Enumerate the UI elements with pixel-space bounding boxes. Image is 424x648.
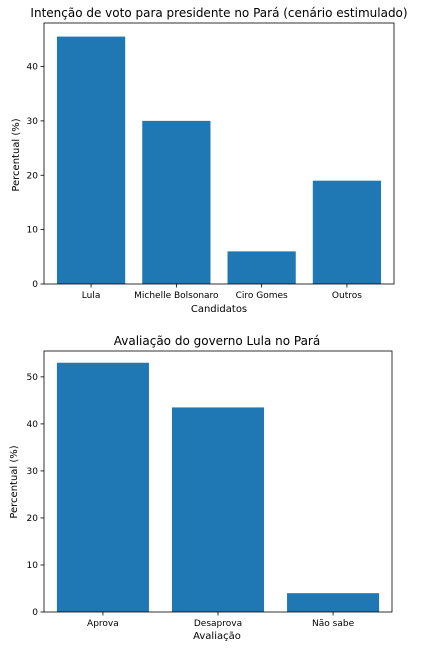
y-tick-label: 40 — [27, 63, 39, 73]
bars-group — [56, 362, 380, 612]
x-tick-label: Lula — [82, 291, 101, 301]
y-tick-label: 40 — [27, 420, 39, 430]
x-axis-label: Avaliação — [193, 631, 241, 642]
y-axis-label: Percentual (%) — [9, 445, 20, 518]
x-axis-label: Candidatos — [191, 304, 247, 315]
bar-desaprova — [171, 407, 265, 612]
chart-title: Avaliação do governo Lula no Pará — [114, 334, 320, 348]
axes-group: Aprova Desaprova Não sabe 0 10 20 30 40 50 — [27, 373, 355, 629]
bar-ciro-gomes — [227, 251, 296, 284]
bars-group — [56, 36, 382, 284]
vote-intention-chart: Intenção de voto para presidente no Pará… — [11, 6, 408, 315]
bar-outros — [312, 180, 382, 284]
y-tick-label: 30 — [27, 117, 39, 127]
chart-title: Intenção de voto para presidente no Pará… — [30, 6, 407, 20]
y-tick-label: 30 — [27, 467, 39, 477]
y-tick-label: 20 — [27, 171, 39, 181]
x-tick-label: Desaprova — [194, 619, 242, 629]
bar-lula — [56, 36, 126, 284]
bar-michelle-bolsonaro — [142, 120, 211, 284]
x-tick-label: Outros — [332, 291, 362, 301]
plot-frame — [43, 22, 395, 285]
y-axis-label: Percentual (%) — [11, 118, 22, 191]
y-tick-label: 0 — [32, 608, 38, 618]
government-approval-chart: Avaliação do governo Lula no Pará Avalia… — [9, 334, 393, 642]
bar-aprova — [56, 362, 149, 612]
y-tick-label: 10 — [27, 561, 39, 571]
y-tick-label: 0 — [32, 280, 38, 290]
x-tick-label: Ciro Gomes — [236, 291, 288, 301]
x-tick-label: Aprova — [87, 619, 119, 629]
x-tick-label: Não sabe — [312, 619, 355, 629]
axes-group: Lula Michelle Bolsonaro Ciro Gomes Outros 0 1… — [27, 63, 363, 302]
y-tick-label: 50 — [27, 373, 39, 383]
x-tick-label: Michelle Bolsonaro — [134, 291, 219, 301]
y-tick-label: 10 — [27, 226, 39, 236]
plot-frame — [43, 350, 393, 613]
bar-n-o-sabe — [287, 593, 380, 612]
y-tick-label: 20 — [27, 514, 39, 524]
